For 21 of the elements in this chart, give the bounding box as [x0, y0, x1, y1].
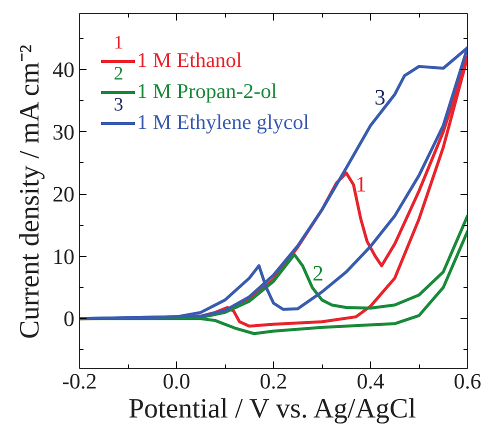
y-tick-label: 10 — [52, 244, 74, 269]
legend-label: 1 M Ethanol — [137, 48, 242, 73]
x-tick-label: 0.6 — [454, 368, 482, 394]
x-axis-title: Potential / V vs. Ag/AgCl — [128, 394, 416, 424]
annotation: 3 — [374, 84, 386, 110]
x-tick-label: 0.0 — [162, 368, 190, 394]
annotation: 2 — [114, 64, 124, 84]
y-tick-label: 30 — [52, 119, 74, 144]
x-tick-label: 0.2 — [260, 368, 288, 394]
annotation: 1 — [356, 172, 366, 196]
x-tick-label: -0.2 — [62, 368, 97, 394]
y-tick-label: 0 — [64, 306, 74, 332]
x-tick-label: 0.4 — [356, 368, 384, 394]
annotation: 3 — [114, 94, 124, 116]
annotation: 2 — [312, 260, 324, 286]
legend-label: 1 M Ethylene glycol — [137, 110, 310, 135]
y-axis-title: Current density / mA cm⁻² — [14, 44, 46, 339]
annotation: 1 — [114, 32, 124, 54]
y-tick-label: 20 — [52, 182, 74, 207]
legend-label: 1 M Propan-2-ol — [137, 79, 277, 104]
y-tick-label: 40 — [52, 57, 74, 82]
